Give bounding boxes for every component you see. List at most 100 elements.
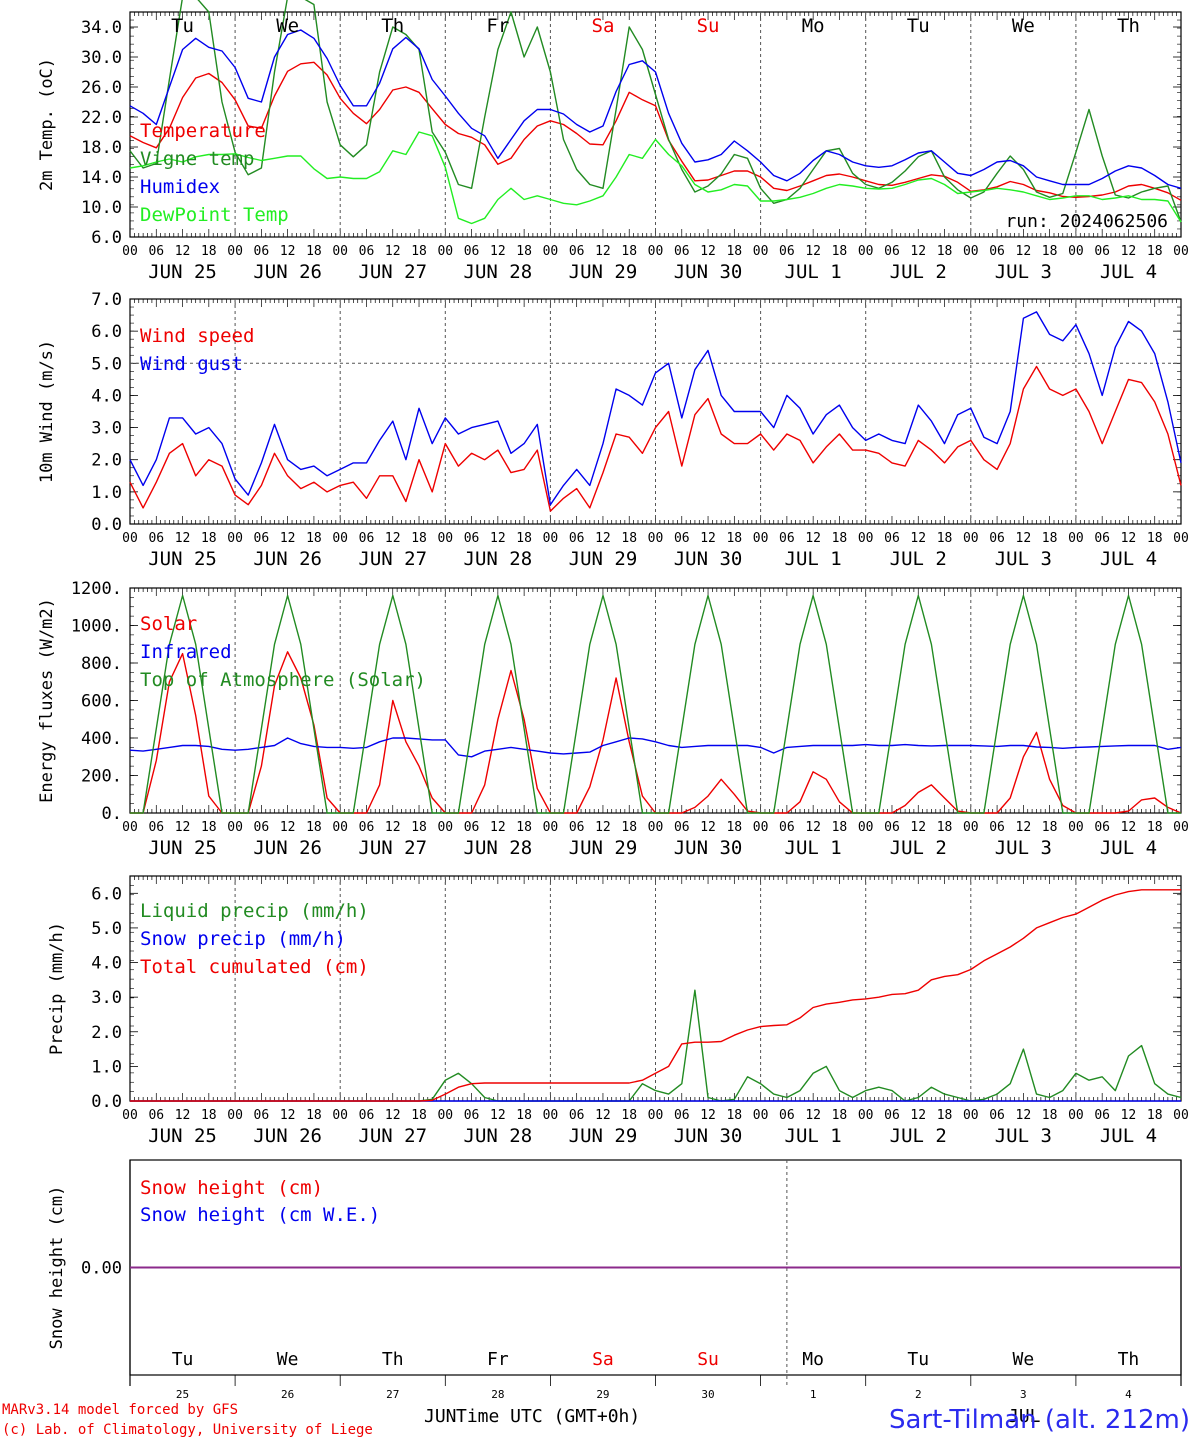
y-tick-label: 6.0: [91, 322, 122, 342]
x-tick-label: 00: [437, 1108, 453, 1123]
date-label: JUL 4: [1100, 548, 1157, 570]
bottom-month-right: JUL: [1008, 1406, 1041, 1427]
y-tick-label: 6.0: [91, 228, 122, 248]
footer: JUN Time UTC (GMT+0h) JUL MARv3.14 model…: [2, 1402, 1190, 1438]
weekday-label: Tu: [907, 15, 930, 37]
x-tick-label: 18: [306, 820, 322, 835]
x-tick-label: 06: [884, 244, 900, 259]
y-tick-label: 0.00: [81, 1259, 122, 1279]
y-tick-label: 18.0: [81, 138, 122, 158]
day-number: 25: [176, 1388, 189, 1401]
date-label: JUN 28: [464, 837, 533, 859]
panel-5: Tu 25 We 26 Th 27 Fr 28 Sa 29 Su 30 Mo 1 Tu 2 We 3 Th 4 0.00…: [47, 1159, 1182, 1401]
date-label: JUN 26: [253, 548, 322, 570]
weekday-label: Th: [381, 15, 404, 37]
legend-label: Total cumulated (cm): [140, 956, 369, 978]
x-tick-label: 00: [227, 1108, 243, 1123]
series-line: [129, 365, 1182, 512]
legend-label: Vigne temp: [140, 148, 254, 170]
x-tick-label: 06: [674, 1108, 690, 1123]
x-tick-label: 12: [595, 820, 611, 835]
y-tick-label: 0.0: [91, 1092, 122, 1112]
x-tick-label: 06: [464, 244, 480, 259]
x-tick-label: 12: [175, 1108, 191, 1123]
date-label: JUN 27: [358, 261, 427, 283]
y-tick-label: 6.0: [91, 884, 122, 904]
series-line: [129, 131, 1182, 225]
panel-2: 00 06 12 18 JUN 25 00 06 12 18 JUN 26 00 06 12 18 JUN …: [37, 290, 1189, 570]
x-tick-label: 06: [464, 531, 480, 546]
x-tick-label: 18: [306, 1108, 322, 1123]
x-tick-label: 18: [1147, 820, 1163, 835]
x-tick-label: 12: [490, 531, 506, 546]
x-tick-label: 06: [674, 531, 690, 546]
x-tick-label: 00: [332, 531, 348, 546]
x-tick-label: 06: [1094, 244, 1110, 259]
weekday-label: Su: [697, 1349, 719, 1370]
y-axis-label: Energy fluxes (W/m2): [37, 598, 57, 803]
y-tick-label: 4.0: [91, 386, 122, 406]
x-tick-label: 18: [726, 1108, 742, 1123]
weekday-label: Tu: [172, 1349, 194, 1370]
x-tick-label: 06: [359, 1108, 375, 1123]
legend-label: DewPoint Temp: [140, 204, 289, 226]
weekday-label: Th: [382, 1349, 404, 1370]
x-tick-label: 00: [753, 531, 769, 546]
date-label: JUN 28: [464, 261, 533, 283]
weekday-label: Fr: [487, 1349, 509, 1370]
date-label: JUL 1: [785, 837, 842, 859]
weekday-label: Th: [1118, 1349, 1140, 1370]
day-number: 26: [281, 1388, 294, 1401]
day-number: 29: [596, 1388, 609, 1401]
x-tick-label: 12: [1016, 820, 1032, 835]
weekday-label: Fr: [486, 15, 509, 37]
x-tick-label: 06: [359, 244, 375, 259]
x-tick-label: 18: [832, 244, 848, 259]
date-label: JUL 3: [995, 837, 1052, 859]
x-tick-label: 18: [621, 244, 637, 259]
x-tick-label: 18: [937, 531, 953, 546]
x-tick-label: 06: [359, 531, 375, 546]
x-tick-label: 18: [832, 1108, 848, 1123]
legend-label: Top of Atmosphere (Solar): [140, 669, 426, 691]
x-tick-label: 00: [122, 1108, 138, 1123]
date-label: JUN 28: [464, 1125, 533, 1147]
x-tick-label: 00: [122, 244, 138, 259]
x-tick-label: 06: [779, 1108, 795, 1123]
date-label: JUN 27: [358, 548, 427, 570]
legend-label: Infrared: [140, 641, 232, 663]
date-label: JUN 25: [148, 837, 217, 859]
x-tick-label: 12: [805, 244, 821, 259]
series-line: [129, 311, 1182, 506]
legend-label: Snow precip (mm/h): [140, 928, 346, 950]
y-axis-label: Snow height (cm): [47, 1186, 67, 1350]
legend-label: Humidex: [140, 176, 220, 198]
x-tick-label: 18: [832, 531, 848, 546]
x-tick-label: 06: [779, 820, 795, 835]
weekday-label: Su: [697, 15, 720, 37]
x-tick-label: 18: [201, 531, 217, 546]
x-tick-label: 00: [648, 1108, 664, 1123]
y-tick-label: 3.0: [91, 988, 122, 1008]
legend-label: Snow height (cm): [140, 1177, 323, 1199]
x-tick-label: 18: [937, 1108, 953, 1123]
y-tick-label: 600.: [81, 692, 122, 712]
x-tick-label: 00: [1068, 531, 1084, 546]
x-tick-label: 00: [437, 820, 453, 835]
x-tick-label: 00: [437, 531, 453, 546]
date-label: JUN 25: [148, 261, 217, 283]
x-tick-label: 12: [1016, 1108, 1032, 1123]
x-tick-label: 12: [1121, 531, 1137, 546]
bottom-month-left: JUN: [424, 1406, 457, 1427]
x-tick-label: 18: [411, 820, 427, 835]
series-line: [130, 889, 1181, 1102]
y-tick-label: 7.0: [91, 290, 122, 310]
x-tick-label: 06: [254, 531, 270, 546]
x-tick-label: 06: [148, 820, 164, 835]
x-tick-label: 18: [621, 531, 637, 546]
weekday-label: Sa: [592, 1349, 614, 1370]
x-tick-label: 12: [490, 1108, 506, 1123]
x-tick-label: 18: [1042, 1108, 1058, 1123]
date-label: JUL 4: [1100, 1125, 1157, 1147]
x-tick-label: 06: [1094, 531, 1110, 546]
